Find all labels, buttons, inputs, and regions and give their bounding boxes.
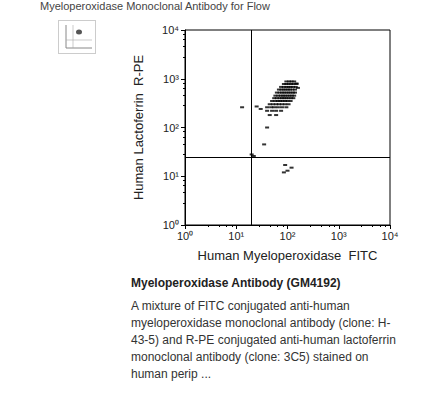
svg-text:10¹: 10¹ bbox=[163, 170, 179, 182]
html-text:Myeloperoxidase Antibody (GM41: Myeloperoxidase Antibody (GM4192) bbox=[131, 276, 341, 290]
svg-text:10⁰: 10⁰ bbox=[162, 219, 179, 231]
svg-text:10³: 10³ bbox=[331, 230, 347, 242]
html-text:43-5) and R-PE conjugated anti: 43-5) and R-PE conjugated anti-human lac… bbox=[131, 333, 396, 347]
svg-text:Human Lactoferrin R-PE: Human Lactoferrin R-PE bbox=[131, 55, 146, 201]
svg-text:10²: 10² bbox=[280, 230, 296, 242]
svg-text:10¹: 10¹ bbox=[228, 230, 244, 242]
html-text:human perip ...: human perip ... bbox=[131, 367, 211, 381]
svg-text:10²: 10² bbox=[163, 122, 179, 134]
html-text:monoclonal antibody (clone: 3C: monoclonal antibody (clone: 3C5) stained… bbox=[131, 350, 369, 364]
svg-text:10⁴: 10⁴ bbox=[382, 230, 399, 242]
svg-text:10⁴: 10⁴ bbox=[162, 24, 179, 36]
svg-text:10³: 10³ bbox=[163, 73, 179, 85]
svg-text:Human Myeloperoxidase FITC: Human Myeloperoxidase FITC bbox=[198, 248, 378, 263]
svg-text:10⁰: 10⁰ bbox=[177, 230, 193, 242]
html-text:myeloperoxidase monoclonal ant: myeloperoxidase monoclonal antibody (clo… bbox=[131, 316, 391, 330]
html-text:A mixture of FITC conjugated a: A mixture of FITC conjugated anti-human bbox=[131, 299, 350, 313]
html-text:Myeloperoxidase Monoclonal Ant: Myeloperoxidase Monoclonal Antibody for … bbox=[40, 0, 270, 12]
